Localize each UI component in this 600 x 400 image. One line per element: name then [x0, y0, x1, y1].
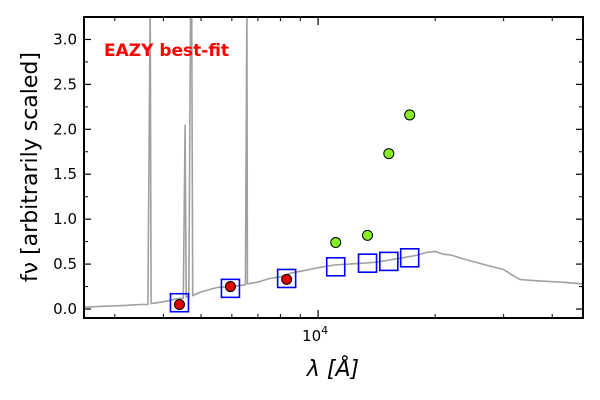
model-photometry-square: [169, 292, 190, 313]
y-tick-label: 1.5: [53, 165, 77, 183]
observed-photometry-point: [281, 273, 293, 285]
observed-photometry-point: [330, 237, 342, 249]
x-tick-label: 104: [302, 324, 328, 345]
y-tick-label: 1.0: [53, 210, 77, 228]
model-photometry-square: [379, 251, 399, 272]
model-photometry-square: [325, 256, 346, 277]
y-tick-label: 0.0: [53, 300, 77, 318]
observed-photometry-point: [404, 109, 416, 121]
observed-photometry-point: [173, 299, 185, 311]
y-tick-labels: 0.0 0.5 1.0 1.5 2.0 2.5 3.0: [53, 30, 77, 318]
x-axis-title: λ [Å]: [306, 355, 359, 382]
model-photometry-square: [399, 248, 420, 268]
annotation-eazy-best-fit: EAZY best-fit: [104, 41, 229, 61]
observed-photometry-group: [173, 109, 416, 311]
model-photometry-square: [220, 278, 241, 299]
model-photometry-square: [357, 253, 378, 273]
y-tick-label: 2.0: [53, 120, 77, 138]
y-tick-label: 2.5: [53, 75, 77, 93]
x-tick-labels: 104: [302, 324, 328, 345]
y-tick-label: 0.5: [53, 255, 77, 273]
plot-area: [84, 17, 583, 313]
observed-photometry-point: [383, 148, 395, 160]
y-axis-title: fν [arbitrarily scaled]: [18, 52, 43, 282]
y-tick-label: 3.0: [53, 30, 77, 48]
plot-frame: [83, 16, 584, 319]
model-photometry-square: [276, 268, 297, 289]
model-photometry-group: [169, 248, 420, 313]
observed-photometry-point: [362, 229, 374, 241]
template-sed-line: [84, 17, 583, 308]
observed-photometry-point: [224, 281, 236, 293]
